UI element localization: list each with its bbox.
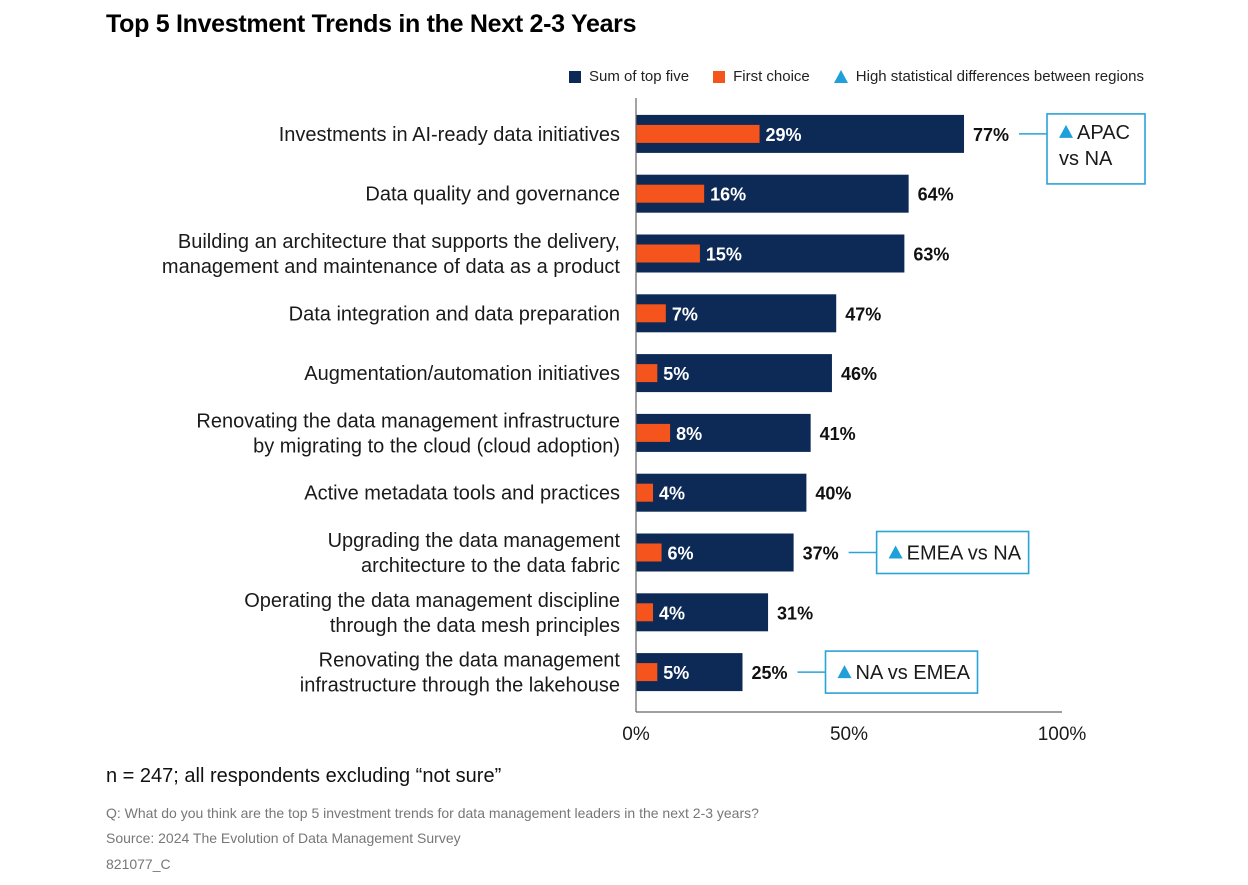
first-choice-value-label: 15% <box>706 245 742 265</box>
bar-sum-of-top-five <box>636 593 769 632</box>
sum-value-label: 25% <box>752 663 788 683</box>
legend-swatch-sum <box>569 70 582 83</box>
bar-first-choice <box>636 663 658 682</box>
category-label: through the data mesh principles <box>330 615 620 637</box>
x-tick-label: 0% <box>622 724 650 745</box>
sum-value-label: 31% <box>777 603 813 623</box>
sum-value-label: 37% <box>803 544 839 564</box>
triangle-icon <box>837 665 852 679</box>
category-label: infrastructure through the lakehouse <box>300 675 620 697</box>
bar-sum-of-top-five <box>636 533 794 572</box>
category-label: Augmentation/automation initiatives <box>304 363 620 385</box>
first-choice-value-label: 5% <box>663 364 689 384</box>
category-label: Data quality and governance <box>365 184 620 206</box>
legend-item-triangle: High statistical differences between reg… <box>833 68 1144 85</box>
x-tick-label: 50% <box>830 724 868 745</box>
first-choice-value-label: 7% <box>672 304 698 324</box>
legend-label-sum: Sum of top five <box>589 68 690 85</box>
first-choice-value-label: 16% <box>710 185 746 205</box>
bar-sum-of-top-five <box>636 473 807 512</box>
sum-value-label: 77% <box>973 125 1009 145</box>
bar-sum-of-top-five <box>636 354 832 393</box>
annotation-box <box>1046 113 1146 185</box>
annotation-label: NA vs EMEA <box>856 662 971 684</box>
legend-label-first: First choice <box>733 68 810 85</box>
first-choice-value-label: 4% <box>659 603 685 623</box>
sample-footnote: n = 247; all respondents excluding “not … <box>106 765 502 787</box>
document-id: 821077_C <box>106 856 171 872</box>
bar-first-choice <box>636 603 654 622</box>
category-label: Active metadata tools and practices <box>304 483 620 505</box>
triangle-icon <box>1059 124 1074 138</box>
annotation-label: EMEA vs NA <box>907 543 1022 565</box>
category-label: architecture to the data fabric <box>361 555 620 577</box>
chart-title: Top 5 Investment Trends in the Next 2-3 … <box>106 10 637 38</box>
annotation-box <box>875 530 1030 575</box>
x-tick-label: 100% <box>1038 724 1087 745</box>
bar-sum-of-top-five <box>636 294 837 333</box>
first-choice-value-label: 5% <box>663 663 689 683</box>
first-choice-value-label: 29% <box>766 125 802 145</box>
sum-value-label: 40% <box>815 484 851 504</box>
sum-value-label: 41% <box>820 424 856 444</box>
bar-first-choice <box>636 124 760 143</box>
legend-swatch-first <box>713 70 726 83</box>
category-label: Renovating the data management <box>319 650 621 672</box>
category-label: Renovating the data management infrastru… <box>196 410 620 432</box>
bar-first-choice <box>636 364 658 383</box>
bar-first-choice <box>636 543 662 562</box>
first-choice-value-label: 6% <box>668 544 694 564</box>
chart-legend: Sum of top five First choice High statis… <box>545 68 1144 85</box>
category-label: Building an architecture that supports t… <box>178 231 620 253</box>
category-label: Investments in AI-ready data initiatives <box>279 124 620 146</box>
triangle-icon <box>833 70 848 83</box>
legend-item-first: First choice <box>713 68 810 85</box>
sum-value-label: 46% <box>841 364 877 384</box>
category-label: Operating the data management discipline <box>244 590 620 612</box>
legend-item-sum: Sum of top five <box>569 68 689 85</box>
annotation-box <box>824 650 979 694</box>
bar-first-choice <box>636 423 671 442</box>
first-choice-value-label: 4% <box>659 484 685 504</box>
survey-question: Q: What do you think are the top 5 inves… <box>106 805 759 821</box>
sum-value-label: 47% <box>845 304 881 324</box>
category-label: by migrating to the cloud (cloud adoptio… <box>253 435 620 457</box>
annotation-label: vs NA <box>1059 148 1113 170</box>
legend-label-triangle: High statistical differences between reg… <box>855 68 1144 85</box>
bar-first-choice <box>636 304 666 323</box>
sum-value-label: 63% <box>913 245 949 265</box>
category-label: management and maintenance of data as a … <box>162 256 621 278</box>
category-label: Data integration and data preparation <box>289 303 620 325</box>
sum-value-label: 64% <box>918 185 954 205</box>
first-choice-value-label: 8% <box>676 424 702 444</box>
bar-first-choice <box>636 184 705 203</box>
bar-first-choice <box>636 244 700 263</box>
source-note: Source: 2024 The Evolution of Data Manag… <box>106 830 461 846</box>
triangle-icon <box>888 545 903 559</box>
annotation-label: APAC <box>1077 122 1130 144</box>
bar-first-choice <box>636 483 654 502</box>
category-label: Upgrading the data management <box>328 530 621 552</box>
